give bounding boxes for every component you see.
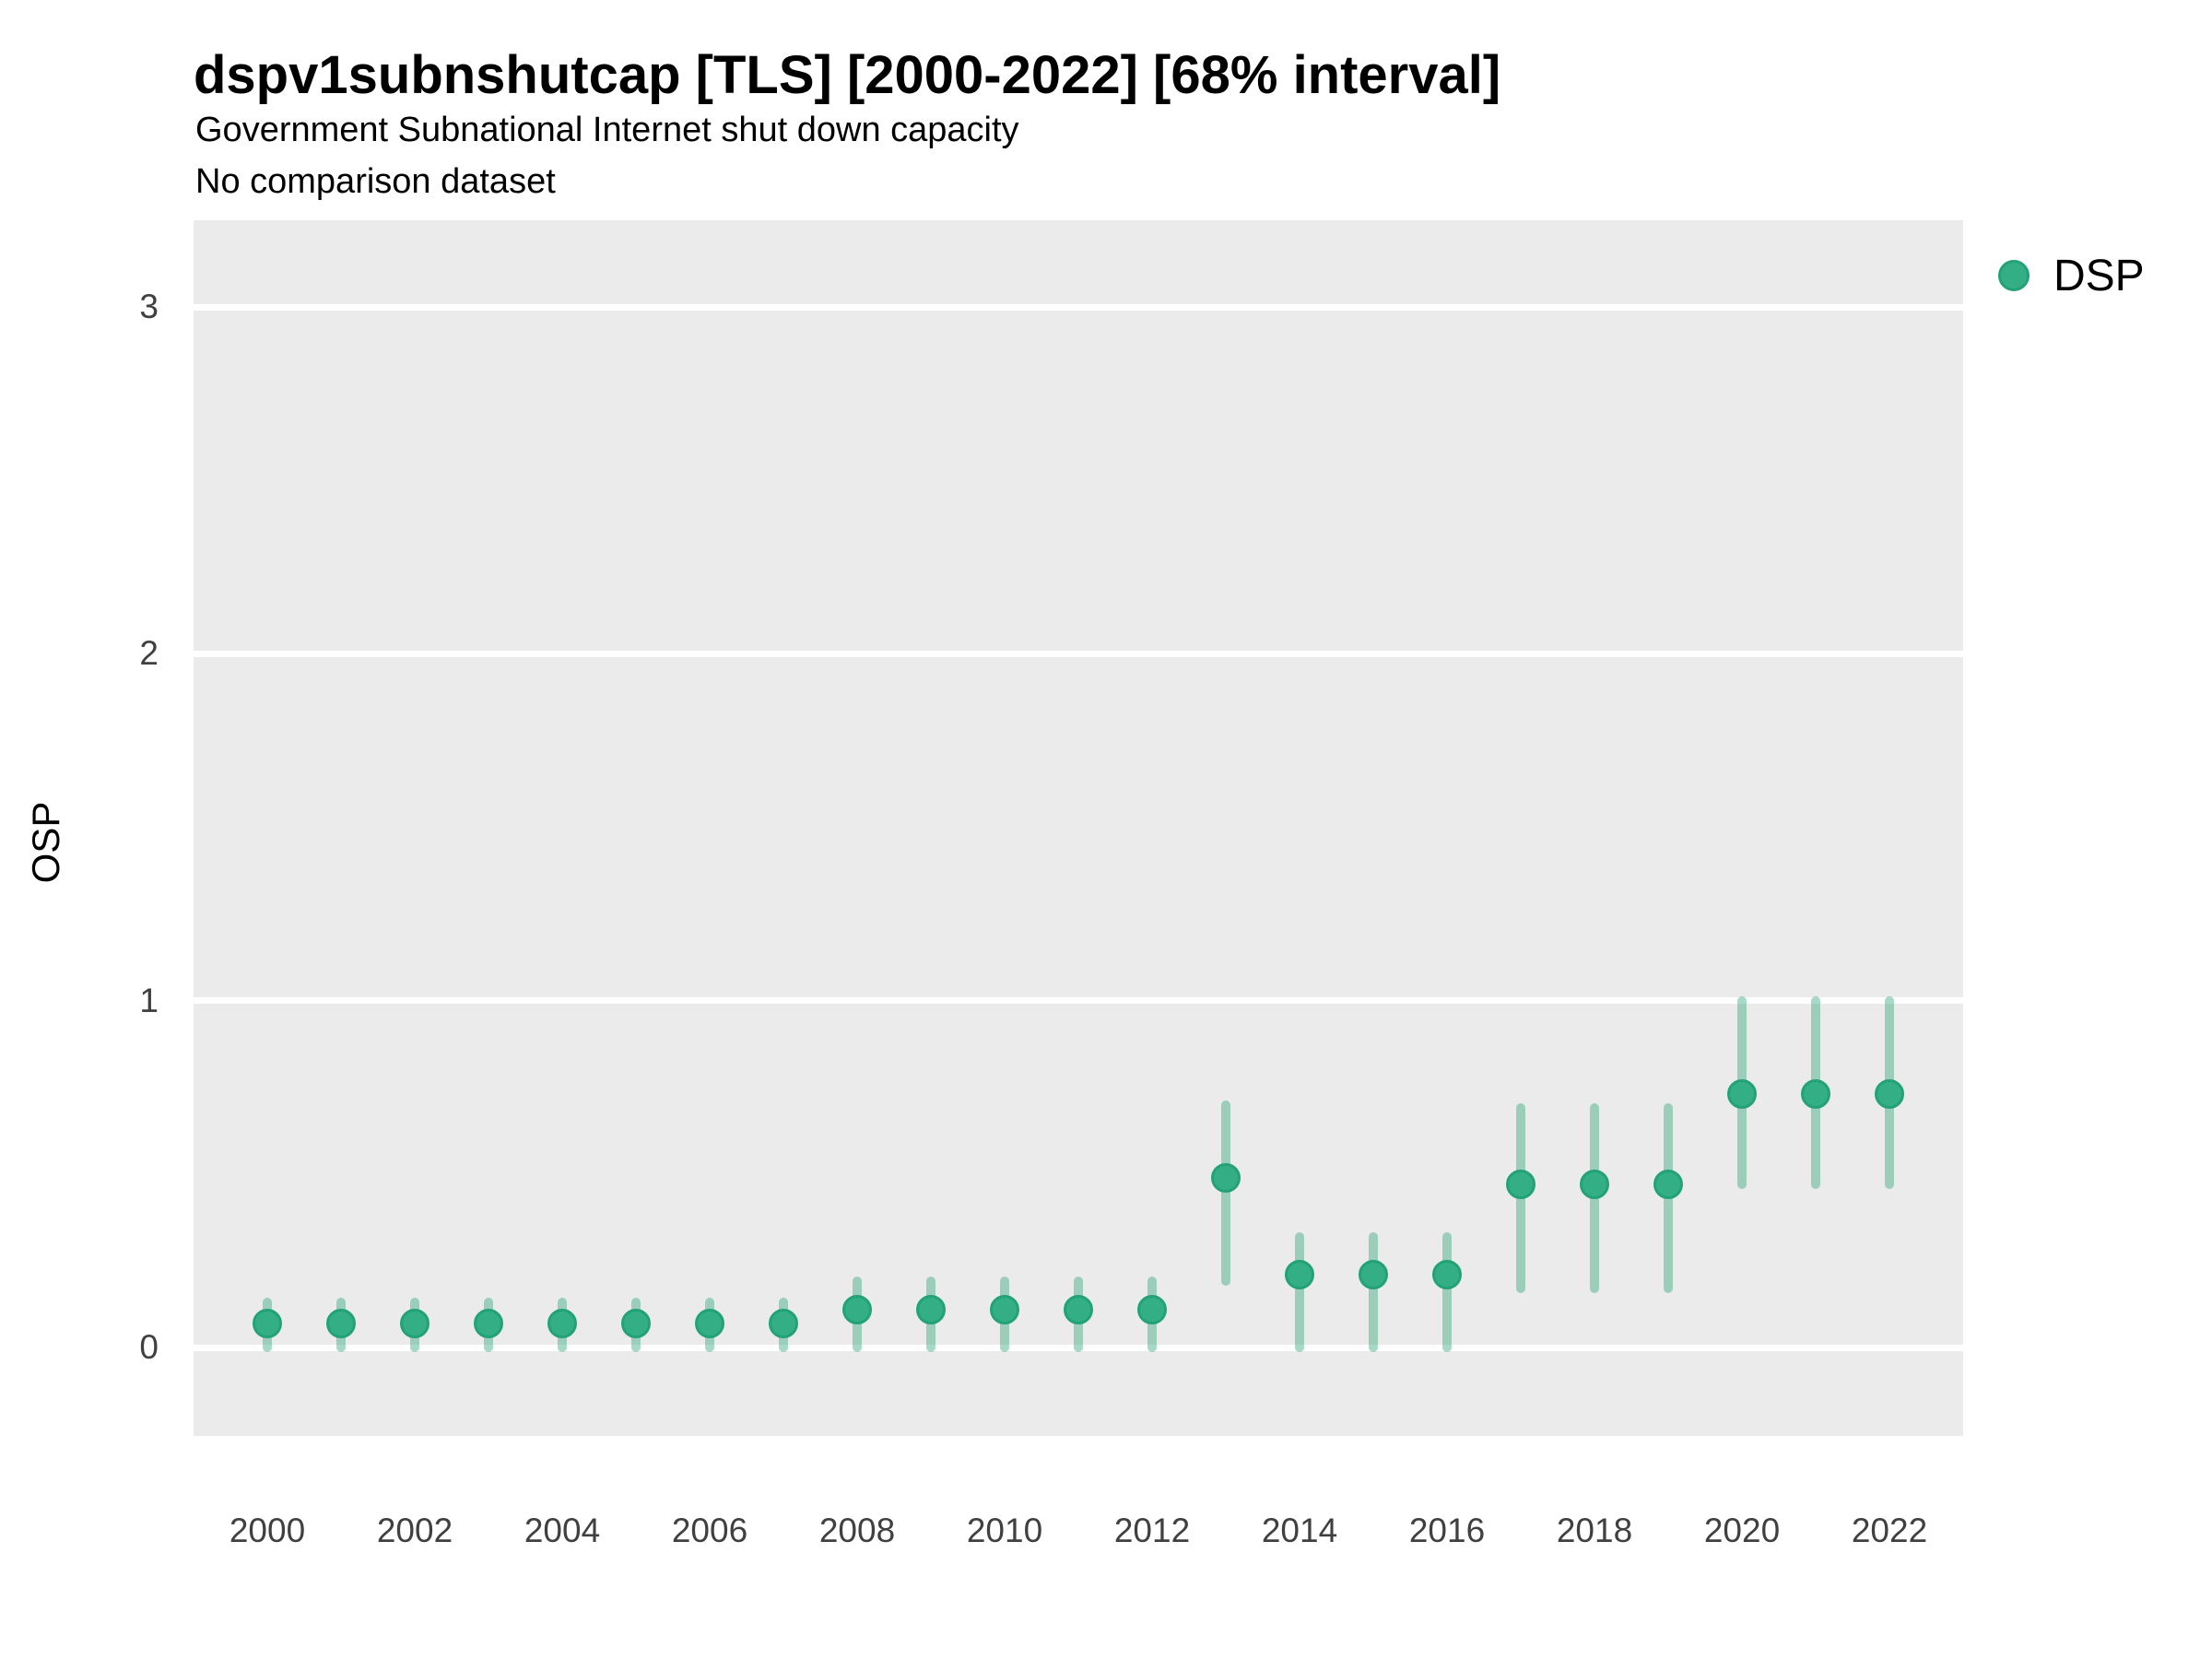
data-point-2000 [253, 1308, 282, 1338]
y-tick-label-2: 2 [139, 634, 159, 673]
x-tick-label-2000: 2000 [229, 1512, 306, 1549]
x-tick-label-2022: 2022 [1851, 1512, 1928, 1549]
interval-bar-2015 [1369, 1231, 1378, 1352]
data-point-2011 [1064, 1294, 1093, 1324]
data-point-2009 [916, 1294, 946, 1324]
data-point-2012 [1137, 1294, 1167, 1324]
data-point-2017 [1506, 1170, 1535, 1200]
data-point-2008 [842, 1294, 872, 1324]
chart-subtitle: Government Subnational Internet shut dow… [195, 111, 1019, 149]
y-tick-label-1: 1 [139, 981, 159, 1019]
data-point-2020 [1727, 1079, 1757, 1110]
data-point-2004 [547, 1308, 577, 1338]
x-tick-label-2002: 2002 [376, 1512, 453, 1549]
interval-bar-2013 [1221, 1100, 1230, 1287]
data-point-2016 [1432, 1259, 1462, 1289]
x-tick-label-2006: 2006 [671, 1512, 748, 1549]
data-point-2015 [1359, 1259, 1388, 1289]
data-point-2010 [990, 1294, 1019, 1324]
data-point-2003 [474, 1308, 503, 1338]
y-tick-label-0: 0 [139, 1328, 159, 1366]
y-tick-label-3: 3 [139, 288, 159, 325]
data-point-2022 [1875, 1079, 1904, 1110]
x-tick-label-2018: 2018 [1556, 1512, 1633, 1549]
gridline-y-2 [194, 650, 1963, 657]
x-tick-label-2004: 2004 [524, 1512, 601, 1549]
data-point-2002 [400, 1308, 429, 1338]
data-point-2006 [695, 1308, 724, 1338]
x-tick-label-2020: 2020 [1703, 1512, 1781, 1549]
x-tick-label-2016: 2016 [1408, 1512, 1486, 1549]
data-point-2018 [1580, 1170, 1609, 1200]
legend-point-icon [1998, 260, 2030, 291]
data-point-2005 [621, 1308, 651, 1338]
legend-label: DSP [2053, 252, 2145, 300]
data-point-2019 [1653, 1170, 1683, 1200]
gridline-y-0 [194, 1344, 1963, 1351]
x-tick-label-2008: 2008 [818, 1512, 896, 1549]
y-axis-title: OSP [24, 801, 67, 884]
x-tick-label-2012: 2012 [1113, 1512, 1191, 1549]
chart-note: No comparison dataset [195, 162, 556, 201]
data-point-2014 [1285, 1259, 1314, 1289]
x-tick-label-2014: 2014 [1261, 1512, 1338, 1549]
data-point-2013 [1211, 1162, 1241, 1193]
gridline-y-3 [194, 303, 1963, 311]
panel [194, 220, 1963, 1436]
data-point-2021 [1801, 1079, 1830, 1110]
data-point-2007 [769, 1308, 798, 1338]
data-point-2001 [326, 1308, 356, 1338]
interval-bar-2016 [1442, 1231, 1452, 1352]
interval-bar-2014 [1295, 1231, 1304, 1352]
chart-title: dspv1subnshutcap [TLS] [2000-2022] [68% … [194, 45, 1501, 105]
x-tick-label-2010: 2010 [966, 1512, 1043, 1549]
gridline-y-1 [194, 997, 1963, 1005]
